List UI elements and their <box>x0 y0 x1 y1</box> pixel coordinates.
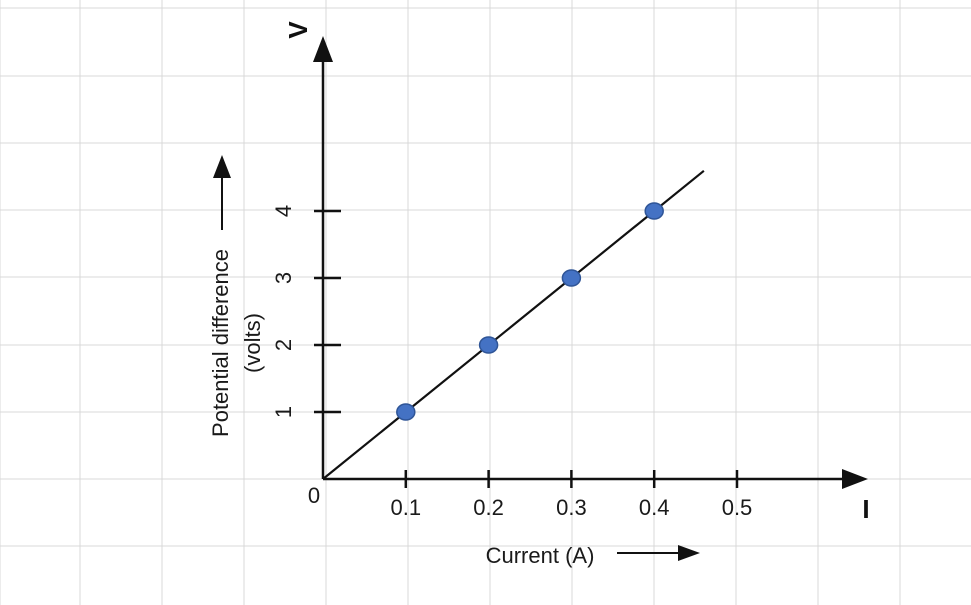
x-tick-label: 0.3 <box>556 495 587 520</box>
x-axis <box>323 469 868 489</box>
y-tick-label: 1 <box>271 406 296 418</box>
y-tick-label: 2 <box>271 339 296 351</box>
x-title-arrow-icon <box>617 545 700 561</box>
data-point <box>396 403 416 421</box>
x-axis-arrow-icon <box>842 469 868 489</box>
x-tick-label: 0.2 <box>473 495 504 520</box>
fit-line <box>322 169 705 480</box>
origin-label: 0 <box>308 483 320 508</box>
x-axis-letter: I <box>862 494 869 524</box>
data-point <box>644 202 664 220</box>
y-tick-label: 4 <box>271 205 296 217</box>
data-point <box>478 336 499 354</box>
x-tick-labels: 0.1 0.2 0.3 0.4 0.5 <box>391 495 753 520</box>
y-tick-labels: 1 2 3 4 <box>271 205 296 418</box>
y-title-arrow-icon <box>213 155 231 230</box>
x-axis-title: Current (A) <box>486 543 595 568</box>
y-axis-title: Potential difference <box>208 249 233 437</box>
x-tick-label: 0.4 <box>639 495 670 520</box>
data-points <box>396 202 664 421</box>
x-tick-label: 0.5 <box>722 495 753 520</box>
y-axis <box>313 36 341 479</box>
x-tick-label: 0.1 <box>391 495 422 520</box>
y-axis-arrow-icon <box>313 36 333 62</box>
data-point <box>561 269 582 287</box>
y-tick-label: 3 <box>271 272 296 284</box>
y-axis-letter: V <box>283 21 313 39</box>
y-axis-unit: (volts) <box>240 313 265 373</box>
